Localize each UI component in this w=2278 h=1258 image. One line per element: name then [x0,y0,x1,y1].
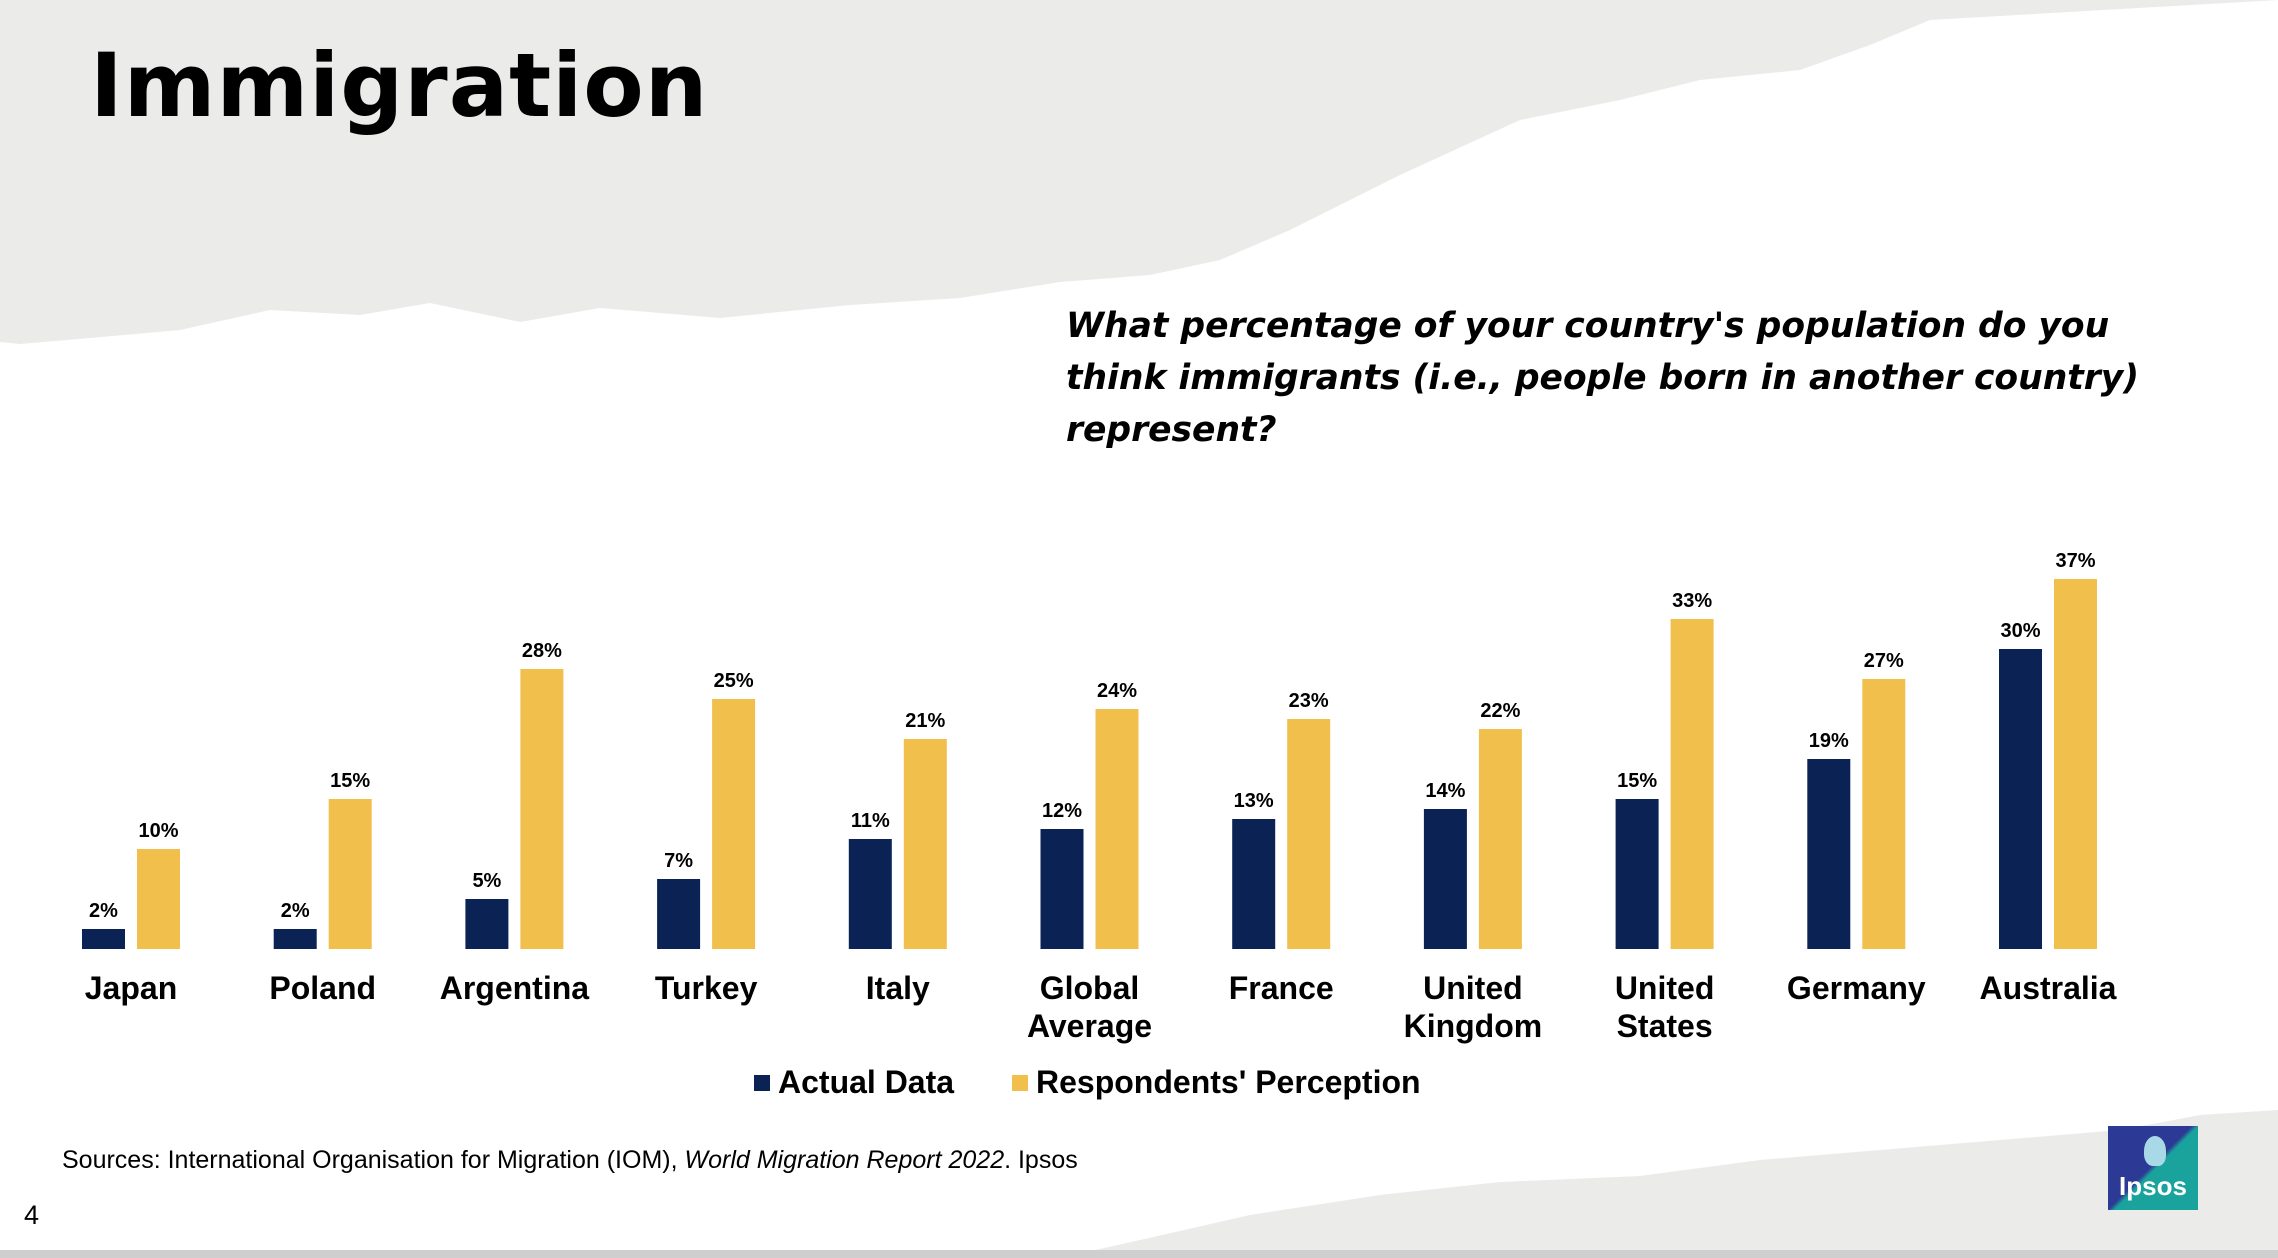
data-label-perception-7: 22% [1480,700,1520,722]
category-label-line: Kingdom [1404,1008,1543,1044]
category-label-line: Germany [1787,970,1926,1006]
legend-label-perception: Respondents' Perception [1036,1064,1421,1100]
category-label-line: Australia [1980,970,2117,1006]
bar-perception-0 [137,849,180,949]
bar-actual-5 [1040,829,1084,949]
data-label-actual-8: 15% [1617,770,1657,792]
bar-perception-3 [712,699,756,949]
bar-actual-2 [465,899,509,949]
data-label-actual-7: 14% [1425,780,1465,802]
bar-perception-8 [1670,619,1714,949]
category-label-5: Global Average [1027,970,1152,1044]
bar-perception-6 [1287,719,1331,949]
category-label-1: Poland [269,970,376,1006]
category-label-7: United Kingdom [1404,970,1543,1044]
data-label-actual-10: 30% [2000,620,2040,642]
category-label-line: Global [1040,970,1140,1006]
page-number: 4 [24,1200,40,1230]
bar-actual-0 [82,929,125,949]
category-label-line: France [1229,970,1334,1006]
bar-actual-9 [1807,759,1851,949]
category-label-line: Average [1027,1008,1152,1044]
category-label-9: Germany [1787,970,1926,1006]
category-label-0: Japan [85,970,177,1006]
category-label-2: Argentina [440,970,590,1006]
bottom-divider [0,1250,2278,1258]
data-label-actual-9: 19% [1809,730,1849,752]
data-label-actual-3: 7% [664,850,693,872]
source-note: Sources: International Organisation for … [62,1146,1078,1175]
data-label-perception-8: 33% [1672,590,1712,612]
bar-actual-1 [273,929,317,949]
data-label-perception-5: 24% [1097,680,1137,702]
category-label-line: Argentina [440,970,590,1006]
data-label-actual-0: 2% [89,900,118,922]
chart-legend: Actual Data Respondents' Perception [0,1064,2278,1104]
data-label-perception-9: 27% [1864,650,1904,672]
category-label-10: Australia [1980,970,2117,1006]
data-label-perception-0: 10% [138,820,178,842]
bar-perception-7 [1478,729,1522,949]
data-label-actual-5: 12% [1042,800,1082,822]
legend-swatch-perception [1012,1074,1028,1091]
data-label-actual-2: 5% [472,870,501,892]
bar-actual-6 [1232,819,1276,949]
category-label-6: France [1229,970,1334,1006]
bar-actual-10 [1999,649,2042,949]
category-label-3: Turkey [655,970,758,1006]
data-label-perception-3: 25% [714,670,754,692]
bar-actual-8 [1615,799,1659,949]
category-label-line: Italy [866,970,930,1006]
data-label-perception-4: 21% [905,710,945,732]
data-label-perception-10: 37% [2055,550,2095,572]
logo-head-icon [2144,1136,2166,1166]
category-label-line: United [1423,970,1523,1006]
bar-perception-5 [1095,709,1139,949]
source-report-title: World Migration Report 2022 [684,1146,1005,1174]
bar-perception-1 [328,799,372,949]
bottom-gray-band [1060,1110,2278,1258]
data-label-perception-2: 28% [522,640,562,662]
bar-perception-4 [903,739,947,949]
category-label-line: United [1615,970,1715,1006]
category-label-line: Japan [85,970,177,1006]
category-label-4: Italy [866,970,930,1006]
logo-text: Ipsos [2119,1171,2187,1201]
category-label-line: Poland [269,970,376,1006]
data-label-perception-6: 23% [1289,690,1329,712]
legend-swatch-actual [754,1074,770,1091]
legend-item-perception: Respondents' Perception [1012,1064,1421,1101]
legend-label-actual: Actual Data [778,1064,955,1100]
bar-actual-4 [848,839,892,949]
bar-actual-7 [1423,809,1467,949]
bar-perception-9 [1862,679,1906,949]
data-label-actual-4: 11% [851,810,890,832]
category-label-line: Turkey [655,970,758,1006]
bar-actual-3 [657,879,701,949]
category-label-line: States [1617,1008,1713,1044]
data-label-actual-1: 2% [281,900,310,922]
bar-perception-10 [2054,579,2097,949]
category-label-8: United States [1615,970,1715,1044]
source-prefix: Sources: International Organisation for … [62,1146,685,1174]
source-suffix: . Ipsos [1004,1146,1078,1174]
bar-perception-2 [520,669,564,949]
page-title: Immigration [90,34,709,137]
data-label-perception-1: 15% [330,770,370,792]
chart-question: What percentage of your country's popula… [1066,306,2140,450]
top-gray-band [0,0,2278,344]
ipsos-logo: Ipsos [2108,1126,2198,1210]
legend-item-actual-data: Actual Data [754,1064,954,1101]
data-label-actual-6: 13% [1234,790,1274,812]
